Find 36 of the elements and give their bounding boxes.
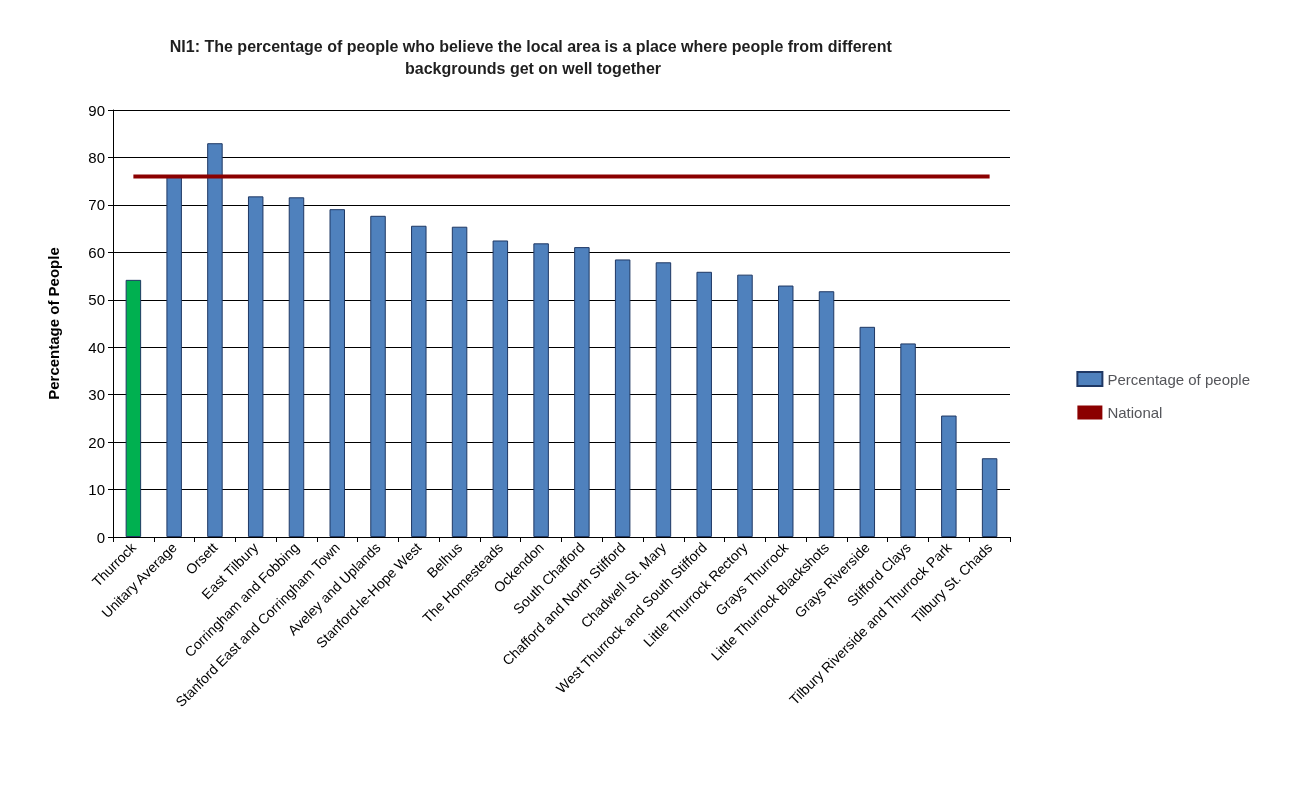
bar bbox=[737, 274, 753, 537]
bar bbox=[329, 209, 345, 537]
chart-title: NI1: The percentage of people who believe the local area is a place where people from different backgrounds get on well together bbox=[169, 37, 897, 77]
y-tick-label: 30 bbox=[88, 386, 105, 404]
y-tick-label: 80 bbox=[88, 148, 105, 166]
bar bbox=[981, 458, 998, 537]
bar bbox=[166, 176, 182, 537]
y-tick-label: 50 bbox=[88, 291, 105, 309]
y-tick-label: 60 bbox=[88, 243, 105, 261]
bar bbox=[247, 196, 264, 537]
legend-label: Percentage of people bbox=[1107, 370, 1251, 388]
bar bbox=[696, 271, 712, 537]
bar bbox=[492, 240, 509, 537]
bar bbox=[818, 291, 835, 537]
y-tick-label: 10 bbox=[88, 481, 105, 499]
y-tick-label: 70 bbox=[88, 196, 105, 214]
bar bbox=[778, 285, 794, 537]
bar bbox=[614, 259, 631, 537]
bar bbox=[125, 279, 142, 537]
bar bbox=[859, 326, 876, 537]
y-tick-label: 40 bbox=[88, 338, 105, 356]
bar bbox=[533, 243, 549, 537]
y-axis-title: Percentage of People bbox=[45, 247, 62, 400]
bar bbox=[574, 247, 590, 537]
bar bbox=[411, 225, 427, 537]
y-tick-label: 0 bbox=[96, 528, 105, 546]
bar bbox=[451, 226, 468, 537]
bar bbox=[207, 143, 223, 537]
legend-label: National bbox=[1107, 404, 1163, 421]
y-tick-label: 20 bbox=[88, 433, 105, 451]
bar bbox=[370, 215, 386, 537]
bar bbox=[900, 343, 916, 537]
bar bbox=[941, 415, 957, 537]
bar bbox=[288, 197, 305, 537]
y-tick-label: 90 bbox=[88, 101, 105, 119]
bar bbox=[655, 262, 672, 537]
